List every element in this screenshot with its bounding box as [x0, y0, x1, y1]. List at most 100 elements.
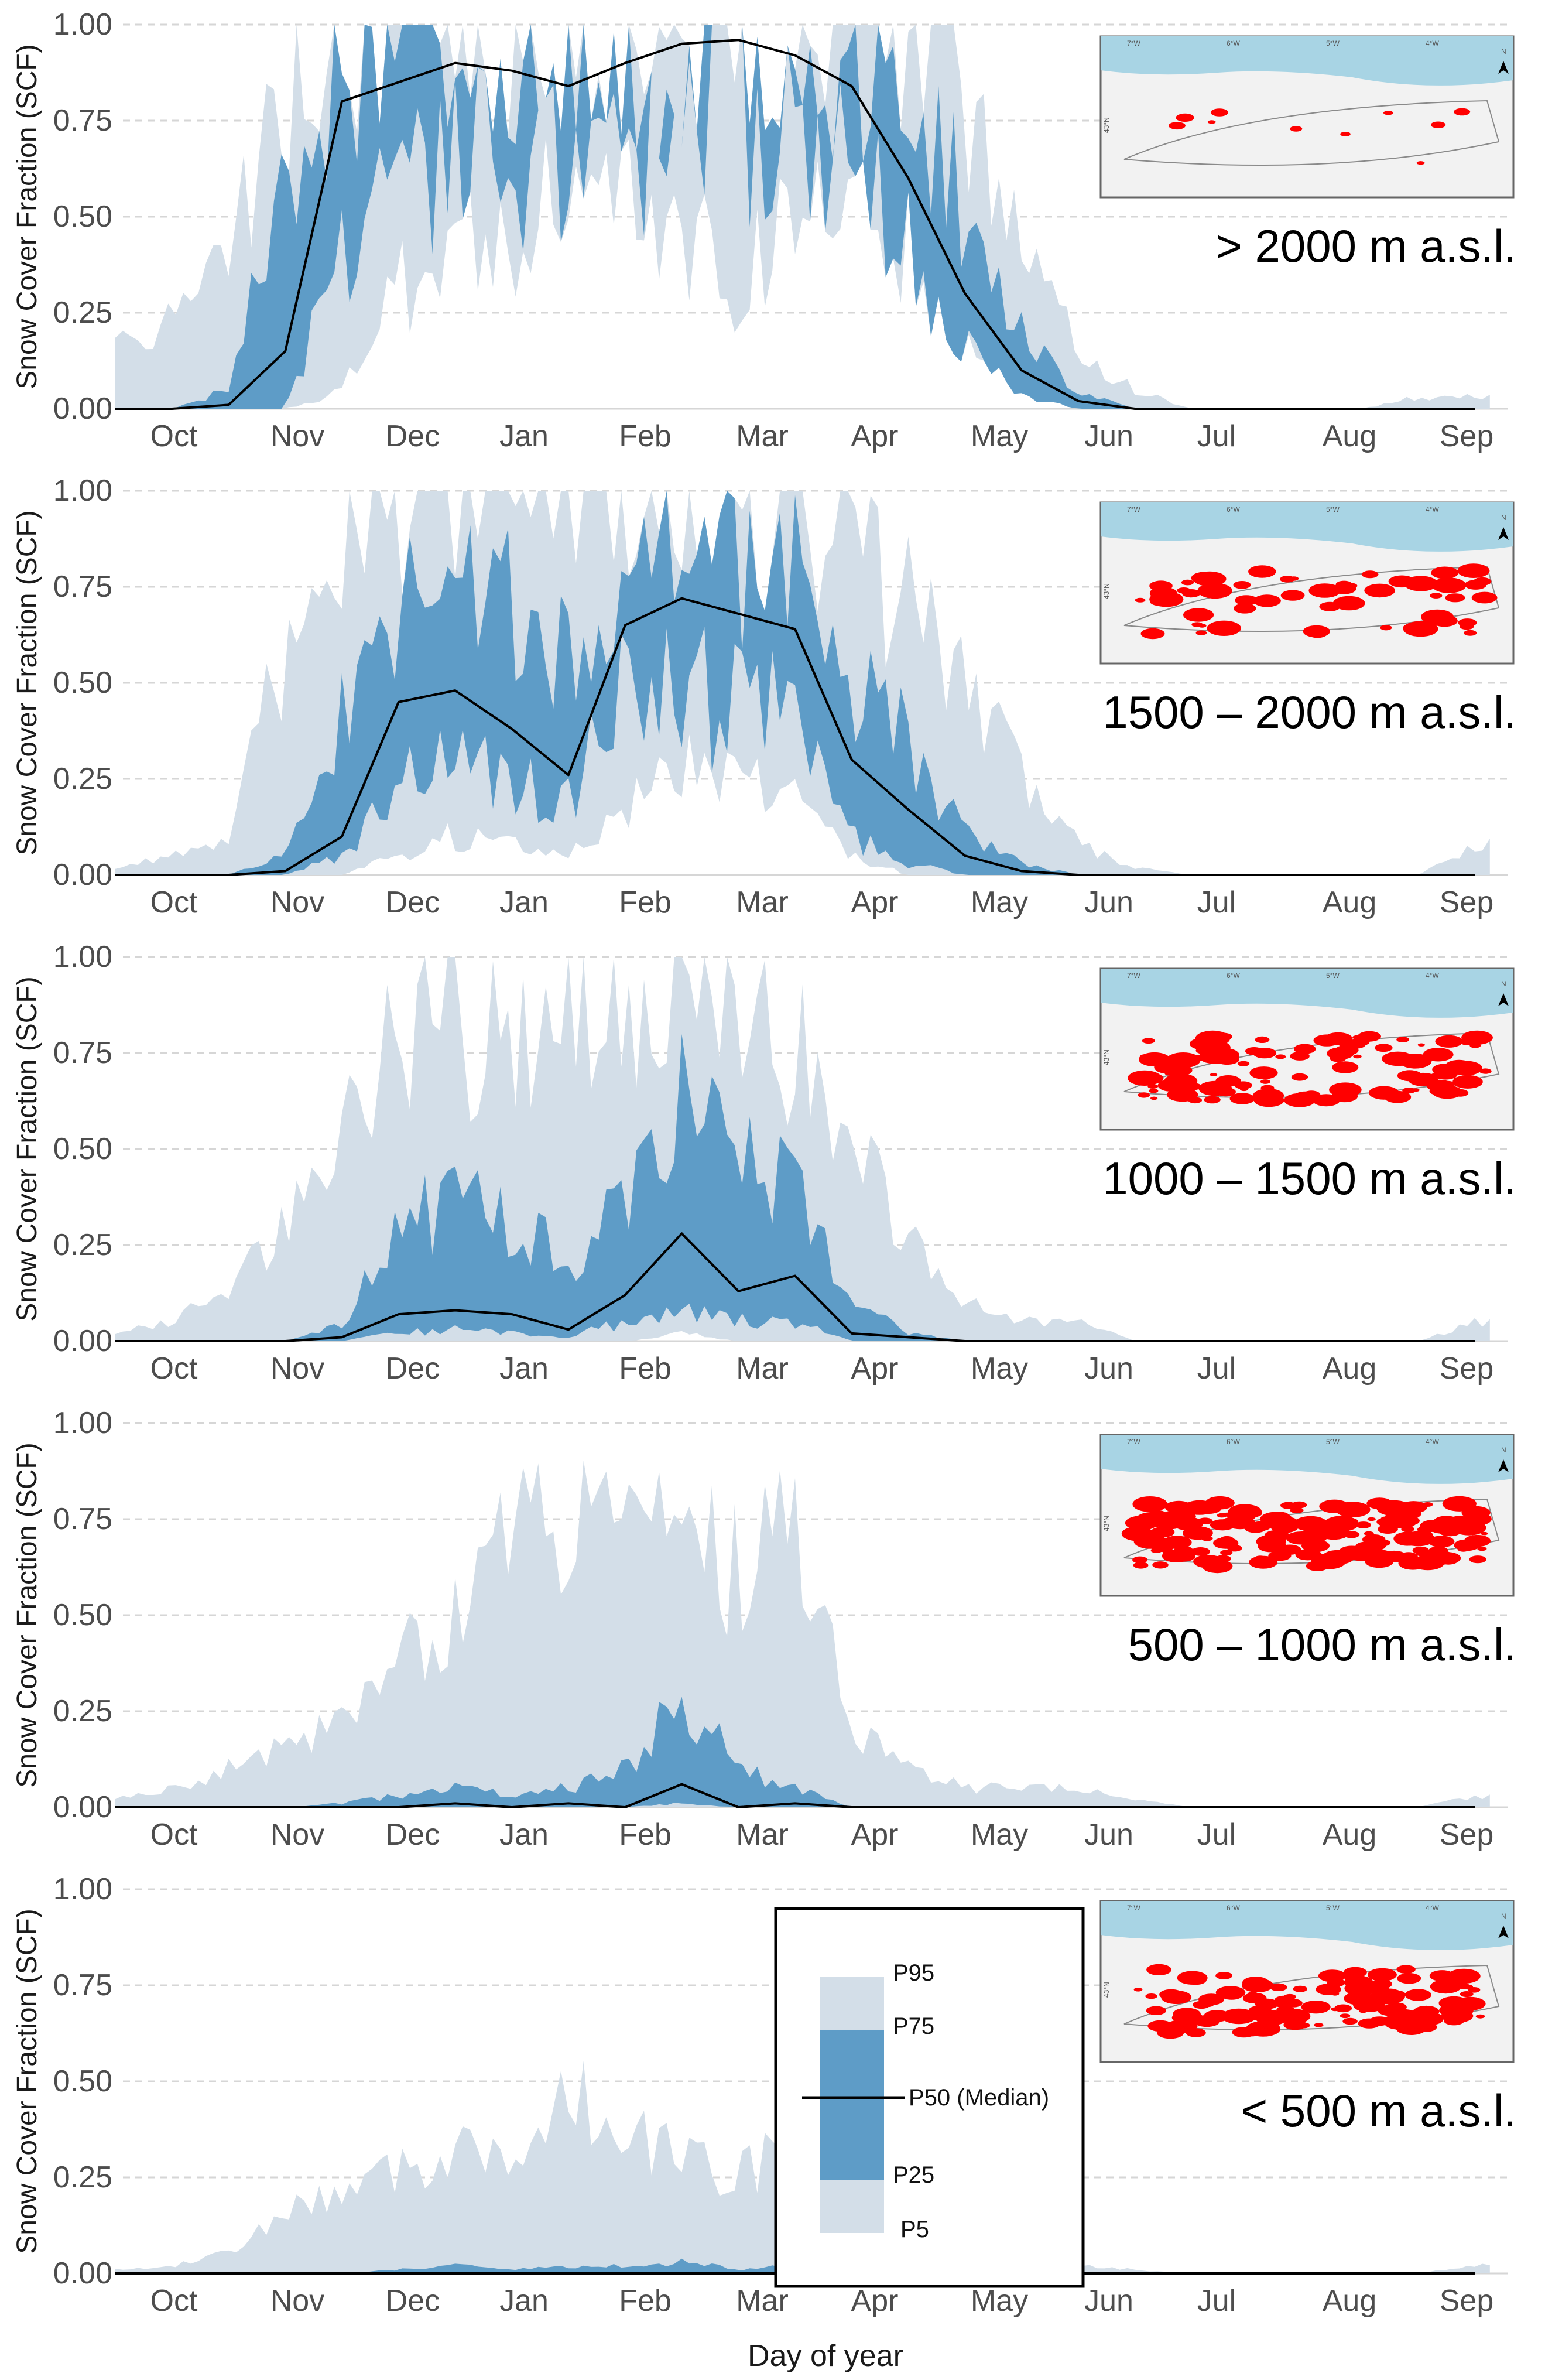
- x-tick-label: Sep: [1440, 1818, 1494, 1852]
- x-tick-label: Feb: [619, 419, 672, 453]
- snow-area-mark: [1347, 1505, 1367, 1515]
- map-lat-tick: 43°N: [1102, 1982, 1111, 1998]
- snow-area-mark: [1414, 2022, 1437, 2032]
- snow-area-mark: [1458, 1531, 1466, 1535]
- map-lon-tick: 6°W: [1227, 972, 1240, 980]
- snow-area-mark: [1396, 1037, 1410, 1042]
- x-tick-label: Feb: [619, 1352, 672, 1386]
- x-tick-label: Aug: [1323, 419, 1377, 453]
- north-label: N: [1501, 1912, 1506, 1920]
- snow-area-mark: [1329, 1082, 1362, 1097]
- x-tick-label: Dec: [386, 885, 440, 919]
- snow-area-mark: [1426, 1079, 1453, 1092]
- snow-area-mark: [1368, 1968, 1397, 1982]
- snow-area-mark: [1431, 614, 1458, 627]
- map-lat-tick: 43°N: [1102, 1516, 1111, 1531]
- snow-area-mark: [1445, 2005, 1461, 2012]
- snow-area-mark: [1392, 1506, 1422, 1520]
- snow-area-mark: [1166, 2019, 1197, 2033]
- snow-area-mark: [1280, 576, 1295, 583]
- snow-area-mark: [1245, 2008, 1272, 2020]
- median-line: [115, 1783, 1475, 1808]
- y-tick-label: 0.00: [53, 392, 112, 426]
- x-tick-label: May: [971, 1818, 1028, 1852]
- x-tick-label: May: [971, 1352, 1028, 1386]
- snow-area-mark: [1400, 1055, 1410, 1061]
- x-tick-label: Jan: [499, 419, 549, 453]
- y-tick-label: 0.00: [53, 1790, 112, 1824]
- snow-area-mark: [1332, 596, 1365, 611]
- snow-area-mark: [1147, 1084, 1159, 1089]
- y-tick-label: 1.00: [53, 940, 112, 974]
- snow-area-mark: [1195, 630, 1207, 635]
- snow-area-mark: [1207, 1048, 1239, 1063]
- snow-area-mark: [1176, 1062, 1191, 1069]
- sea-area: [1101, 1435, 1513, 1484]
- snow-area-mark: [1386, 1501, 1396, 1506]
- north-arrow-icon: [1498, 61, 1509, 74]
- y-tick-label: 0.25: [53, 762, 112, 796]
- snow-area-mark: [1150, 1096, 1158, 1100]
- snow-area-mark: [1460, 1991, 1474, 1998]
- north-arrow-icon: [1498, 527, 1509, 540]
- y-tick-label: 0.25: [53, 1228, 112, 1262]
- snow-area-mark: [1248, 1991, 1258, 1996]
- snow-area-mark: [1380, 1516, 1390, 1521]
- snow-area-mark: [1183, 1500, 1216, 1515]
- y-tick-label: 1.00: [53, 8, 112, 42]
- north-label: N: [1501, 514, 1506, 522]
- snow-area-mark: [1319, 601, 1341, 611]
- snow-area-mark: [1274, 1995, 1294, 2005]
- x-tick-label: Mar: [736, 1352, 789, 1386]
- snow-area-mark: [1383, 111, 1393, 115]
- snow-area-mark: [1301, 2001, 1331, 2014]
- snow-area-mark: [1198, 624, 1207, 628]
- snow-area-mark: [1293, 1985, 1308, 1992]
- map-lon-tick: 6°W: [1227, 1904, 1240, 1912]
- map-lat-tick: 43°N: [1102, 1049, 1111, 1065]
- snow-area-mark: [1378, 2005, 1402, 2016]
- snow-area-mark: [1260, 1079, 1270, 1084]
- snow-area-mark: [1460, 623, 1474, 630]
- panel-1: 0.00 0.25 0.50 0.75 1.00 Oct Nov Dec Jan Feb Mar Ap…: [12, 8, 1516, 453]
- legend-label-p25: P25: [893, 2162, 934, 2188]
- snow-area-mark: [1245, 1510, 1262, 1517]
- inset-map: 7°W 6°W 5°W 4°W 43°N N: [1099, 967, 1515, 1131]
- x-tick-label: Oct: [150, 1352, 198, 1386]
- snow-area-mark: [1138, 1092, 1150, 1098]
- snow-area-mark: [1210, 108, 1228, 117]
- snow-area-mark: [1149, 587, 1177, 600]
- snow-area-mark: [1376, 1991, 1392, 1998]
- snow-area-mark: [1445, 593, 1465, 603]
- y-tick-label: 0.50: [53, 200, 112, 234]
- map-lon-tick: 5°W: [1326, 972, 1340, 980]
- snow-area-mark: [1132, 1496, 1167, 1512]
- y-tick-label: 0.75: [53, 1502, 112, 1536]
- snow-area-mark: [1219, 1561, 1231, 1566]
- snow-area-mark: [1344, 1991, 1374, 2005]
- map-lon-tick: 7°W: [1127, 39, 1140, 47]
- north-arrow-icon: [1498, 1926, 1509, 1938]
- snow-area-mark: [1361, 570, 1379, 579]
- snow-area-mark: [1385, 1510, 1395, 1514]
- snow-area-mark: [1303, 625, 1330, 638]
- elevation-label: < 500 m a.s.l.: [1241, 2085, 1516, 2136]
- inset-map: 7°W 6°W 5°W 4°W 43°N N: [1099, 1434, 1515, 1597]
- snow-area-mark: [1135, 597, 1146, 603]
- y-tick-label: 0.50: [53, 1598, 112, 1632]
- snow-area-mark: [1330, 1988, 1340, 1992]
- snow-area-mark: [1402, 1088, 1416, 1094]
- snow-area-mark: [1149, 1510, 1166, 1518]
- snow-area-mark: [1417, 1043, 1425, 1047]
- snow-area-mark: [1382, 1051, 1414, 1066]
- snow-area-mark: [1454, 108, 1471, 116]
- snow-area-mark: [1263, 1514, 1296, 1529]
- x-tick-label: Nov: [270, 2284, 324, 2318]
- snow-area-mark: [1423, 1048, 1454, 1062]
- snow-area-mark: [1355, 1521, 1371, 1528]
- snow-area-mark: [1147, 2020, 1173, 2032]
- map-lon-tick: 4°W: [1426, 1904, 1439, 1912]
- map-lon-tick: 4°W: [1426, 972, 1439, 980]
- snow-area-mark: [1234, 603, 1256, 614]
- legend-swatch-p25-p75: [820, 2030, 884, 2180]
